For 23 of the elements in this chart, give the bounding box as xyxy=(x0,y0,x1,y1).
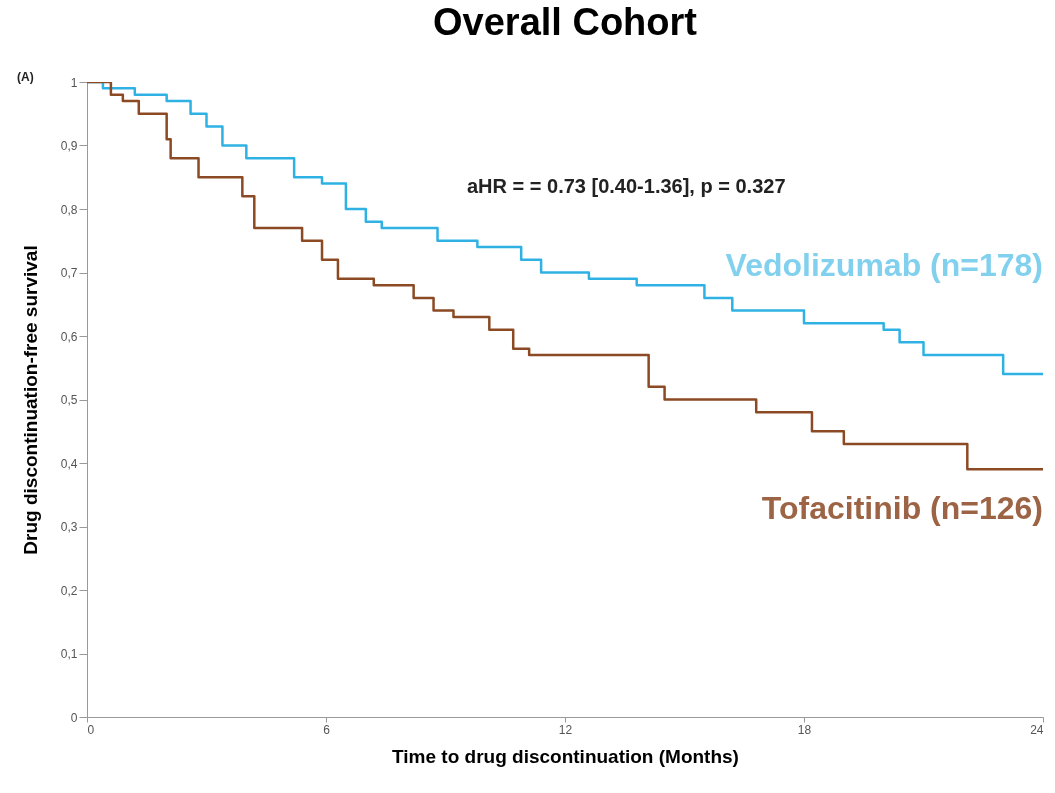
y-tick-label: 0 xyxy=(70,710,78,725)
y-tick-label: 0,8 xyxy=(60,202,78,217)
x-tick-label: 12 xyxy=(558,722,573,737)
y-tick-label: 0,9 xyxy=(60,139,78,153)
x-axis-title: Time to drug discontinuation (Months) xyxy=(392,745,739,767)
x-tick-label: 18 xyxy=(797,722,812,737)
series-label: Vedolizumab (n=178) xyxy=(725,247,1043,284)
y-tick-label: 0,1 xyxy=(60,647,78,661)
x-tick-label: 6 xyxy=(323,722,331,737)
y-tick-label: 0,5 xyxy=(60,393,78,407)
y-tick-label: 1 xyxy=(70,75,78,90)
series-label: Tofacitinib (n=126) xyxy=(761,490,1043,527)
y-tick-label: 0,3 xyxy=(60,520,78,534)
y-tick-label: 0,6 xyxy=(60,329,78,344)
x-tick-label: 0 xyxy=(87,722,95,737)
y-tick-label: 0,7 xyxy=(60,266,78,280)
text: (A) xyxy=(17,70,34,84)
annotation: aHR = = 0.73 [0.40-1.36], p = 0.327 xyxy=(467,175,786,197)
y-tick-label: 0,4 xyxy=(60,456,78,471)
x-tick-label: 24 xyxy=(1030,722,1044,737)
chart-title: Overall Cohort xyxy=(433,1,698,43)
y-axis-title: Drug discontinuation-free survival xyxy=(19,245,41,555)
y-tick-label: 0,2 xyxy=(60,583,78,598)
